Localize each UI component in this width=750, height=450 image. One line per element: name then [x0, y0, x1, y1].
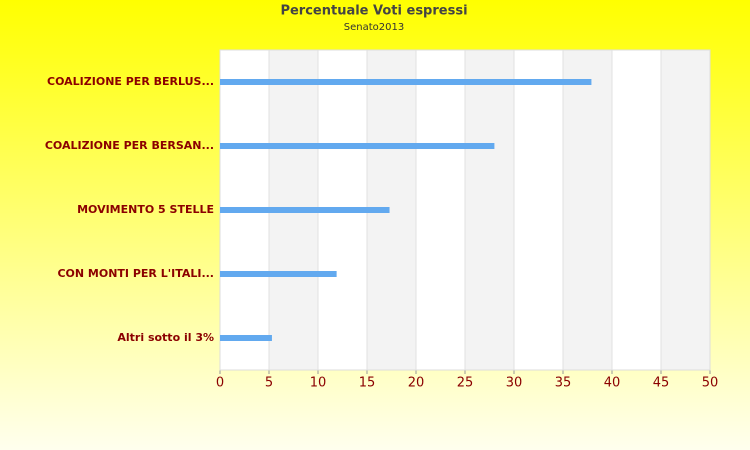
y-tick-label: COALIZIONE PER BERLUS... [47, 75, 214, 88]
grid-band [563, 50, 612, 370]
x-tick-label: 40 [604, 376, 621, 391]
x-tick-label: 50 [702, 376, 719, 391]
x-tick-label: 25 [457, 376, 474, 391]
grid-band [465, 50, 514, 370]
x-tick-label: 10 [310, 376, 327, 391]
bar [220, 79, 592, 85]
chart-title: Percentuale Voti espressi [280, 4, 467, 19]
y-tick-label: CON MONTI PER L'ITALI... [57, 267, 214, 280]
x-tick-label: 35 [555, 376, 572, 391]
grid-band [661, 50, 710, 370]
x-tick-label: 45 [653, 376, 670, 391]
y-tick-label: Altri sotto il 3% [117, 331, 214, 344]
x-tick-label: 0 [216, 376, 224, 391]
bar [220, 271, 337, 277]
bar [220, 335, 272, 341]
bar [220, 143, 495, 149]
x-tick-label: 15 [359, 376, 376, 391]
chart-subtitle: Senato2013 [344, 22, 404, 33]
x-tick-label: 5 [265, 376, 273, 391]
x-tick-label: 20 [408, 376, 425, 391]
y-tick-label: COALIZIONE PER BERSAN... [45, 139, 214, 152]
bar [220, 207, 390, 213]
y-tick-label: MOVIMENTO 5 STELLE [77, 203, 214, 216]
x-tick-label: 30 [506, 376, 523, 391]
